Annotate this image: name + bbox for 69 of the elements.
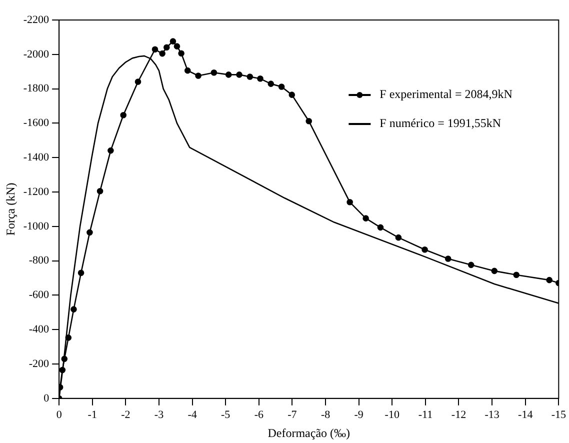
point: [78, 270, 84, 276]
point: [59, 366, 66, 374]
x-tick-label: -10: [384, 408, 400, 421]
point: [184, 67, 191, 74]
x-tick-label: -11: [418, 408, 433, 421]
point: [61, 356, 68, 362]
legend-label: F numérico = 1991,55kN: [380, 116, 502, 130]
point: [377, 224, 384, 231]
point: [108, 147, 114, 154]
point: [159, 50, 166, 57]
point: [152, 46, 158, 53]
x-tick-label: -1: [88, 408, 97, 421]
x-tick-label: 0: [56, 408, 62, 421]
point: [306, 118, 312, 124]
point: [268, 80, 274, 87]
x-tick-label: -12: [451, 408, 466, 421]
y-tick-label: -2000: [23, 48, 50, 60]
x-tick-label: -15: [551, 408, 566, 421]
y-tick-label: -800: [28, 254, 50, 267]
y-tick-label: -200: [28, 358, 50, 370]
x-tick-label: -2: [121, 408, 130, 421]
point: [468, 262, 474, 268]
point: [120, 112, 126, 118]
point: [422, 246, 428, 253]
x-tick-label: -14: [518, 408, 534, 421]
point: [134, 78, 142, 85]
point: [210, 69, 218, 76]
y-tick-label: -1400: [23, 151, 50, 164]
y-tick-label: -1000: [23, 220, 50, 232]
point: [346, 199, 353, 206]
x-tick-label: -13: [484, 408, 500, 421]
point: [86, 229, 93, 236]
point: [288, 92, 296, 98]
point: [65, 334, 72, 341]
x-tick-label: -9: [354, 408, 364, 421]
legend-label: F experimental = 2084,9kN: [380, 87, 513, 102]
x-tick-label: -7: [288, 408, 298, 421]
x-tick-label: -5: [221, 408, 231, 421]
point: [174, 43, 180, 50]
point: [491, 268, 498, 274]
point: [395, 234, 402, 241]
point: [178, 50, 184, 57]
y-tick-label: 0: [44, 392, 50, 404]
point: [546, 276, 552, 284]
y-tick-label: -2200: [23, 14, 50, 26]
point: [96, 188, 104, 194]
y-tick-label: -1600: [23, 117, 50, 130]
x-axis-title: Deformação (‰): [268, 426, 350, 440]
point: [195, 72, 202, 79]
point: [236, 72, 242, 78]
point: [513, 272, 520, 278]
point: [278, 84, 285, 90]
y-tick-label: -1800: [23, 82, 50, 95]
x-tick-label: -8: [320, 408, 331, 421]
point: [257, 76, 264, 82]
point: [246, 74, 254, 80]
point: [362, 215, 369, 222]
y-tick-label: -1200: [23, 186, 50, 198]
x-tick-label: -3: [154, 408, 164, 421]
x-tick-label: -4: [188, 408, 198, 421]
y-axis-title: Força (kN): [3, 182, 18, 236]
point: [225, 72, 232, 78]
point: [444, 256, 452, 262]
y-tick-label: -400: [28, 323, 50, 336]
point: [170, 38, 176, 44]
point: [163, 44, 170, 50]
point: [70, 306, 77, 312]
x-tick-label: -6: [254, 408, 264, 421]
y-tick-label: -600: [28, 289, 50, 302]
